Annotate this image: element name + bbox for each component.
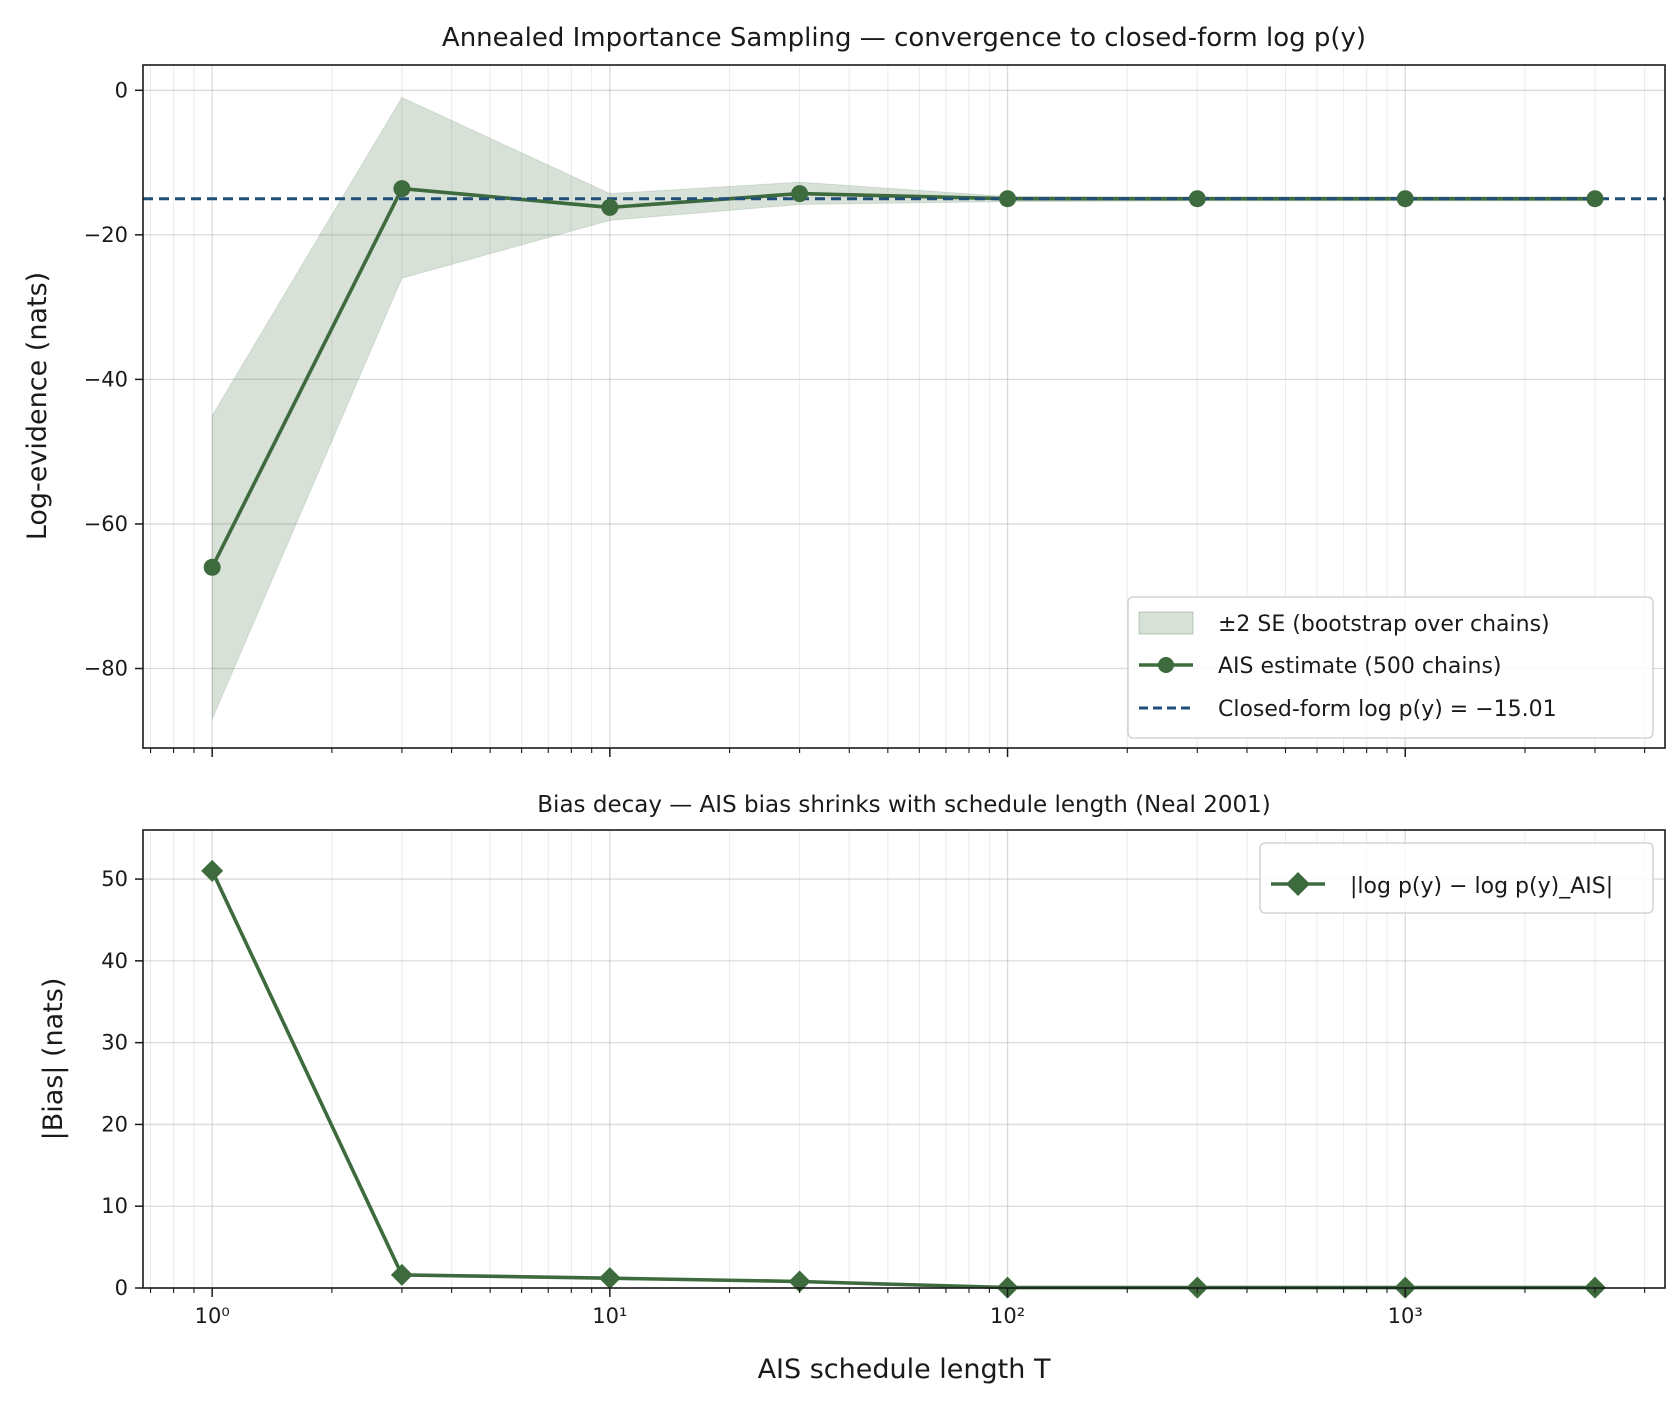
bottom-x-tick-label: 10⁰ xyxy=(195,1304,230,1328)
top-data-point xyxy=(1396,190,1414,208)
legend-bias-marker xyxy=(1286,872,1310,896)
top-y-tick-label: −40 xyxy=(84,367,128,391)
top-title: Annealed Importance Sampling — convergen… xyxy=(442,23,1366,53)
legend-reference-label: Closed-form log p(y) = −15.01 xyxy=(1218,697,1557,722)
bottom-ticks: 0 10 20 30 40 50 10⁰ 10¹ 10² 10³ xyxy=(101,867,1646,1328)
top-data-point xyxy=(999,190,1017,208)
bottom-x-tick-label: 10³ xyxy=(1388,1304,1423,1328)
top-legend-box xyxy=(1127,596,1654,739)
bottom-y-tick-label: 10 xyxy=(101,1194,128,1218)
top-data-point xyxy=(393,180,411,198)
bottom-x-tick-label: 10¹ xyxy=(592,1304,627,1328)
bottom-xlabel: AIS schedule length T xyxy=(758,1354,1051,1385)
bottom-y-tick-label: 30 xyxy=(101,1031,128,1055)
bottom-y-tick-label: 50 xyxy=(101,867,128,891)
top-ylabel: Log-evidence (nats) xyxy=(22,272,53,540)
top-legend: ±2 SE (bootstrap over chains) AIS estima… xyxy=(1127,596,1654,739)
top-data-point xyxy=(1586,190,1604,208)
bottom-data-point xyxy=(788,1270,811,1293)
bottom-x-tick-label: 10² xyxy=(990,1304,1025,1328)
bottom-title: Bias decay — AIS bias shrinks with sched… xyxy=(537,792,1270,818)
bottom-y-tick-label: 0 xyxy=(115,1276,128,1300)
bottom-data-point xyxy=(201,859,224,882)
top-ticks: 0 −20 −40 −60 −80 xyxy=(84,78,1646,757)
bottom-legend-box xyxy=(1259,842,1654,914)
top-series-line xyxy=(210,186,1595,569)
top-data-point xyxy=(1188,190,1206,208)
bottom-legend: |log p(y) − log p(y)_AIS| xyxy=(1259,842,1654,914)
top-y-tick-label: −20 xyxy=(84,223,128,247)
bottom-ylabel: |Bias| (nats) xyxy=(38,978,69,1141)
legend-estimate-label: AIS estimate (500 chains) xyxy=(1218,654,1502,679)
top-data-point xyxy=(791,185,809,203)
legend-band-label: ±2 SE (bootstrap over chains) xyxy=(1218,612,1550,637)
bottom-grid xyxy=(143,830,1665,1289)
bottom-y-tick-label: 40 xyxy=(101,949,128,973)
top-panel: 0 −20 −40 −60 −80 Annealed Importance Sampli… xyxy=(22,23,1666,757)
top-data-point xyxy=(601,198,619,216)
top-data xyxy=(143,96,1665,720)
legend-band-swatch xyxy=(1138,611,1194,635)
top-y-tick-label: −60 xyxy=(84,512,128,536)
bottom-panel: 0 10 20 30 40 50 10⁰ 10¹ 10² 10³ Bias decay — AIS… xyxy=(38,792,1666,1385)
top-frame xyxy=(142,64,1666,749)
top-y-tick-label: −80 xyxy=(84,656,128,680)
bottom-frame xyxy=(142,829,1666,1289)
legend-bias-label: |log p(y) − log p(y)_AIS| xyxy=(1350,874,1613,899)
bottom-data-point xyxy=(598,1267,621,1290)
bottom-y-tick-label: 20 xyxy=(101,1112,128,1136)
top-y-tick-label: 0 xyxy=(115,78,128,102)
top-data-point xyxy=(203,558,221,576)
bottom-data-point xyxy=(390,1263,413,1286)
legend-estimate-marker xyxy=(1158,657,1174,673)
